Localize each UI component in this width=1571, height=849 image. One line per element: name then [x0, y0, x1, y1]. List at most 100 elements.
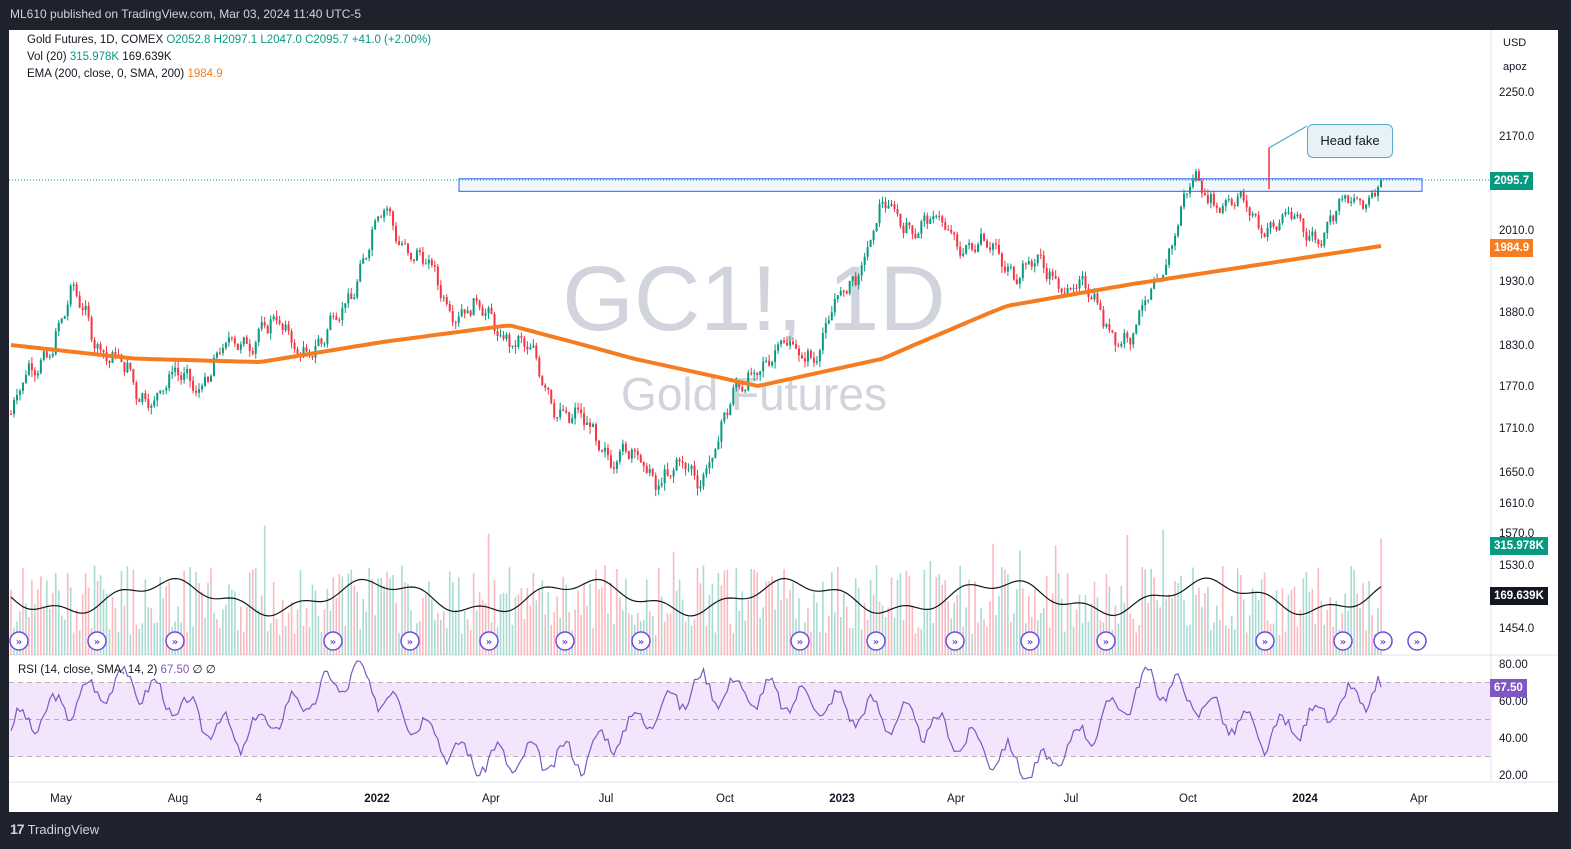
candle-body: [839, 290, 842, 296]
volume-bar: [323, 609, 326, 655]
candle-body: [917, 233, 920, 239]
scale-mode-label[interactable]: apoz: [1503, 61, 1527, 73]
candle-body: [1308, 236, 1311, 241]
candle-body: [1165, 264, 1168, 275]
event-marker: »: [165, 631, 185, 651]
candle-body: [568, 412, 571, 423]
volume-bar: [974, 581, 976, 655]
volume-bar: [1081, 623, 1084, 655]
candle-body: [1177, 225, 1180, 236]
head-fake-callout[interactable]: Head fake: [1307, 124, 1393, 158]
candle-body: [401, 243, 404, 245]
volume-bar: [1186, 625, 1188, 655]
volume-bar: [786, 598, 788, 655]
volume-bar: [263, 525, 266, 655]
volume-bar: [828, 616, 830, 655]
volume-bar: [1117, 623, 1120, 655]
candle-body: [132, 369, 135, 383]
volume-bar: [747, 599, 750, 655]
volume-bar: [243, 632, 245, 655]
volume-bar: [1236, 568, 1239, 655]
candle-body: [123, 361, 126, 373]
volume-bar: [657, 568, 660, 655]
candle-body: [663, 469, 666, 484]
candle-body: [786, 342, 789, 346]
tv-logo-icon: 17: [10, 821, 25, 837]
candle-body: [1126, 332, 1129, 338]
candle-body: [899, 213, 902, 227]
candle-body: [1039, 254, 1042, 256]
bottom-bar: 17 TradingView: [0, 814, 1571, 849]
candle-body: [18, 390, 21, 395]
volume-bar: [741, 591, 744, 655]
volume-bar: [105, 593, 108, 655]
volume-bar: [616, 568, 618, 655]
candle-body: [950, 229, 953, 233]
candle-body: [42, 351, 45, 360]
volume-bar: [851, 628, 854, 655]
candle-body: [478, 300, 481, 308]
event-marker: »: [1255, 631, 1275, 651]
volume-bar: [860, 629, 863, 655]
candle-body: [1069, 288, 1072, 290]
candle-body: [890, 204, 893, 206]
volume-bar: [484, 603, 487, 655]
legend-volume: Vol (20) 315.978K 169.639K: [27, 51, 172, 63]
volume-bar: [1096, 597, 1099, 655]
candle-body: [953, 232, 956, 235]
event-marker-icon: »: [1340, 637, 1346, 648]
volume-bar: [750, 568, 753, 655]
volume-bar: [269, 623, 272, 655]
volume-bar: [293, 633, 296, 655]
candle-body: [1230, 199, 1233, 206]
candle-body: [1254, 213, 1257, 216]
volume-bar: [669, 613, 672, 655]
volume-bar: [1359, 607, 1361, 655]
volume-bar: [404, 582, 406, 655]
legend-rsi: RSI (14, close, SMA, 14, 2) 67.50 ∅ ∅: [18, 662, 216, 676]
volume-bar: [60, 615, 63, 655]
volume-bar: [920, 629, 923, 655]
candle-body: [532, 345, 535, 348]
candle-body: [1054, 276, 1057, 279]
candle-body: [395, 225, 398, 242]
volume-bar: [1281, 588, 1284, 655]
volume-bar: [493, 579, 496, 655]
volume-bar: [1275, 590, 1278, 655]
volume-bar: [1126, 534, 1129, 655]
candle-body: [1245, 200, 1248, 208]
volume-bar: [807, 608, 809, 655]
candle-body: [281, 323, 284, 330]
chart-frame[interactable]: GC1!, 1D Gold Futures»»»»»»»»»»»»»»»»» 225…: [9, 30, 1558, 812]
candle-body: [1135, 324, 1138, 334]
volume-bar: [896, 579, 899, 655]
candle-body: [621, 443, 624, 452]
volume-bar: [648, 611, 651, 655]
candle-body: [1138, 310, 1141, 325]
volume-bar: [437, 612, 439, 655]
candle-body: [114, 352, 117, 355]
volume-bar: [890, 577, 893, 655]
price-tick-label: 1710.0: [1499, 423, 1534, 435]
volume-bar: [550, 624, 553, 655]
candle-body: [991, 243, 994, 250]
volume-bar: [463, 611, 466, 655]
tradingview-logo[interactable]: 17 TradingView: [10, 821, 99, 837]
candle-body: [206, 377, 209, 382]
volume-bar: [407, 583, 409, 655]
currency-label[interactable]: USD: [1503, 37, 1527, 49]
candle-body: [651, 469, 654, 476]
volume-bar: [986, 626, 988, 655]
candle-body: [362, 258, 365, 264]
volume-bar: [377, 578, 379, 655]
event-marker: »: [1096, 631, 1116, 651]
candle-body: [988, 247, 991, 250]
volume-bar: [825, 632, 827, 655]
volume-bar: [10, 589, 12, 655]
volume-bar: [1093, 581, 1096, 655]
volume-bar: [789, 589, 791, 655]
candle-body: [1075, 287, 1078, 289]
candle-body: [218, 352, 221, 354]
volume-bar: [732, 632, 735, 655]
